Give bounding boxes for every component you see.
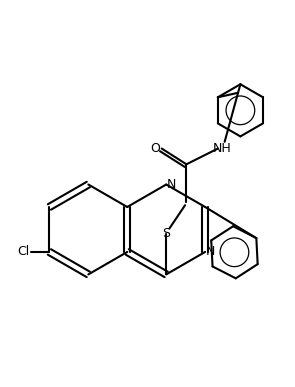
Text: O: O [150, 142, 160, 155]
Text: NH: NH [213, 142, 232, 155]
Text: S: S [162, 228, 170, 240]
Text: N: N [167, 178, 176, 191]
Text: Cl: Cl [17, 245, 30, 259]
Text: N: N [206, 245, 215, 259]
